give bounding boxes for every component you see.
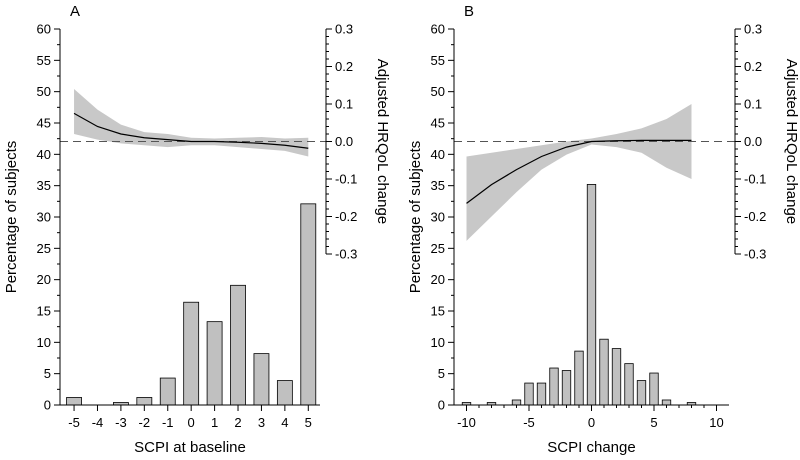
right-tick-label: -0.2 — [335, 209, 357, 224]
bar — [136, 397, 153, 406]
right-tick-label: 0.3 — [335, 22, 353, 37]
left-tick-label: 60 — [37, 22, 51, 37]
bar — [549, 367, 559, 406]
estimate-curve — [73, 112, 309, 149]
left-tick-label: 5 — [438, 366, 445, 381]
bar — [276, 380, 293, 406]
left-axis-title: Percentage of subjects — [3, 141, 20, 294]
bar — [159, 377, 176, 406]
left-tick-label: 35 — [431, 178, 445, 193]
x-axis-title: SCPI change — [547, 439, 635, 456]
x-tick-label: -3 — [115, 415, 127, 430]
bar — [206, 321, 223, 406]
confidence-band — [466, 104, 692, 241]
x-tick-label: -1 — [162, 415, 174, 430]
left-tick-label: 0 — [438, 398, 445, 413]
left-tick-label: 35 — [37, 178, 51, 193]
x-tick-label: -4 — [92, 415, 104, 430]
x-tick-label: 1 — [211, 415, 218, 430]
right-tick-label: 0.0 — [335, 134, 353, 149]
bar — [253, 353, 270, 406]
left-tick-label: 20 — [37, 272, 51, 287]
left-tick-label: 15 — [37, 304, 51, 319]
right-tick-label: 0.2 — [335, 59, 353, 74]
bar — [611, 348, 622, 406]
left-tick-label: 45 — [37, 116, 51, 131]
bar — [636, 380, 647, 406]
right-tick-label: -0.3 — [744, 247, 766, 262]
left-tick-label: 55 — [37, 53, 51, 68]
panel-label: A — [70, 3, 80, 20]
right-tick-label: 0.2 — [744, 59, 762, 74]
bar — [624, 363, 634, 406]
left-tick-label: 50 — [431, 84, 445, 99]
left-tick-label: 5 — [44, 366, 51, 381]
right-tick-label: -0.1 — [744, 172, 766, 187]
x-tick-label: -5 — [68, 415, 80, 430]
left-tick-label: 15 — [431, 304, 445, 319]
x-tick-label: 3 — [258, 415, 265, 430]
x-tick-label: -2 — [139, 415, 151, 430]
right-tick-label: 0.1 — [744, 97, 762, 112]
bar — [511, 399, 522, 406]
bar — [66, 397, 82, 406]
left-tick-label: 20 — [431, 272, 445, 287]
panel-label: B — [464, 3, 474, 20]
left-tick-label: 10 — [37, 335, 51, 350]
right-tick-label: 0.3 — [744, 22, 762, 37]
right-axis-title: Adjusted HRQoL change — [783, 59, 800, 224]
bar — [586, 184, 597, 406]
bar — [649, 372, 659, 406]
right-tick-label: -0.2 — [744, 209, 766, 224]
bar — [574, 350, 584, 406]
right-tick-label: 0.1 — [335, 97, 353, 112]
left-tick-label: 45 — [431, 116, 445, 131]
x-tick-label: -10 — [457, 415, 476, 430]
x-axis-title: SCPI at baseline — [134, 439, 246, 456]
bar — [561, 370, 572, 406]
left-tick-label: 30 — [431, 210, 445, 225]
right-tick-label: -0.1 — [335, 172, 357, 187]
right-tick-label: 0.0 — [744, 134, 762, 149]
bar — [524, 382, 534, 406]
x-tick-label: 0 — [588, 415, 595, 430]
bar — [230, 284, 246, 406]
bar — [661, 399, 672, 406]
x-tick-label: 5 — [305, 415, 312, 430]
right-axis-title: Adjusted HRQoL change — [374, 59, 391, 224]
bar — [599, 338, 609, 406]
left-tick-label: 50 — [37, 84, 51, 99]
estimate-curve — [466, 139, 692, 204]
x-tick-label: 5 — [650, 415, 657, 430]
bar — [183, 301, 200, 406]
bar — [536, 382, 547, 406]
x-tick-label: 2 — [234, 415, 241, 430]
x-tick-label: 10 — [709, 415, 723, 430]
left-tick-label: 55 — [431, 53, 445, 68]
bar — [300, 203, 317, 406]
x-tick-label: 4 — [281, 415, 288, 430]
confidence-band — [74, 89, 309, 157]
panel-b: 0 5 10 15 20 25 30 35 40 45 50 55 60 -10 -5 0 5 10 -0.3 -0.… — [407, 3, 800, 456]
left-tick-label: 25 — [431, 241, 445, 256]
left-tick-label: 0 — [44, 398, 51, 413]
left-tick-label: 25 — [37, 241, 51, 256]
left-tick-label: 40 — [431, 147, 445, 162]
left-tick-label: 60 — [431, 22, 445, 37]
left-tick-label: 10 — [431, 335, 445, 350]
left-tick-label: 40 — [37, 147, 51, 162]
x-tick-label: 0 — [188, 415, 195, 430]
left-axis-title: Percentage of subjects — [407, 141, 424, 294]
left-tick-label: 30 — [37, 210, 51, 225]
right-tick-label: -0.3 — [335, 247, 357, 262]
x-tick-label: -5 — [523, 415, 535, 430]
